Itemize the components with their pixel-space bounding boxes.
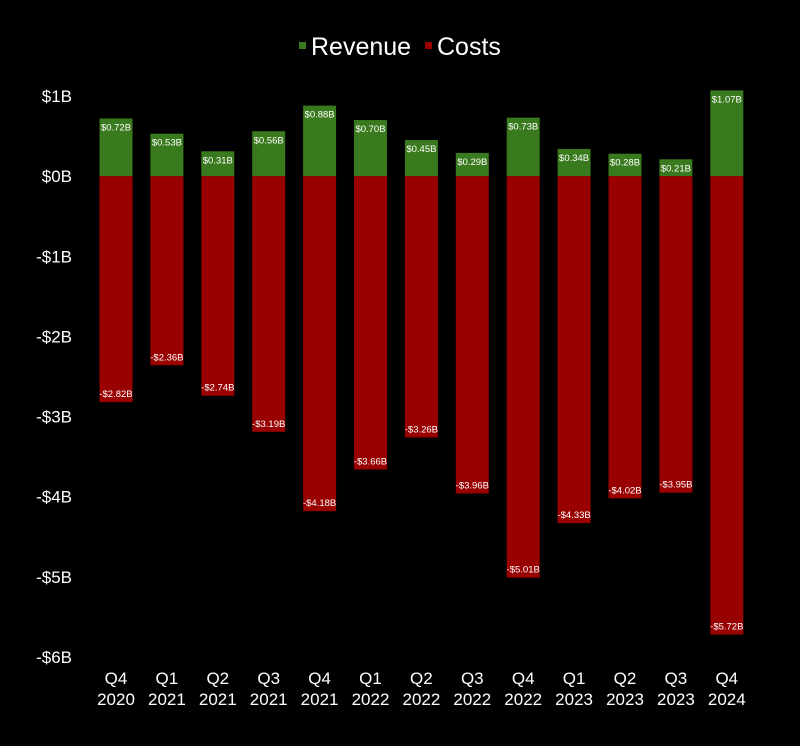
bar-revenue: [99, 118, 133, 177]
data-label-revenue: $0.21B: [661, 163, 691, 174]
data-label-revenue: $0.31B: [203, 155, 233, 166]
y-tick-label: -$2B: [36, 327, 72, 346]
x-tick-label-year: 2022: [402, 690, 440, 709]
y-tick-label: -$5B: [36, 568, 72, 587]
x-tick-label-year: 2023: [657, 690, 695, 709]
data-label-revenue: $0.88B: [305, 110, 335, 121]
legend-label-costs: Costs: [437, 33, 501, 61]
data-label-costs: -$2.36B: [150, 352, 183, 363]
x-tick-label-quarter: Q4: [512, 669, 535, 688]
x-tick-label-quarter: Q4: [715, 669, 738, 688]
x-tick-label-year: 2021: [250, 690, 288, 709]
bar-revenue: [201, 151, 235, 177]
data-label-costs: -$3.96B: [456, 481, 489, 492]
bar-revenue: [303, 105, 337, 177]
bar-costs: [608, 176, 642, 499]
data-label-costs: -$3.19B: [252, 419, 285, 430]
data-label-revenue: $1.07B: [712, 94, 742, 105]
data-label-costs: -$3.66B: [354, 456, 387, 467]
bar-revenue: [150, 133, 184, 177]
data-label-revenue: $0.70B: [355, 124, 385, 135]
x-tick-label-year: 2021: [148, 690, 186, 709]
data-label-revenue: $0.53B: [152, 138, 182, 149]
y-tick-label: -$1B: [36, 247, 72, 266]
bar-costs: [303, 176, 337, 512]
bar-costs: [99, 176, 133, 403]
bar-costs: [710, 176, 744, 635]
x-axis: Q4 2020 Q1 2021 Q2 2021 Q3 2021 Q4 2021 Q1 2022 Q2 20…: [97, 669, 746, 709]
bar-revenue: [506, 117, 540, 177]
bar-revenue: [710, 90, 744, 177]
bar-costs: [659, 176, 693, 493]
x-tick-label-quarter: Q1: [563, 669, 586, 688]
legend-label-revenue: Revenue: [311, 33, 411, 61]
x-tick-label-year: 2022: [504, 690, 542, 709]
bar-revenue: [252, 131, 286, 177]
x-tick-label-year: 2022: [453, 690, 491, 709]
x-tick-label-year: 2023: [555, 690, 593, 709]
x-tick-label-year: 2021: [301, 690, 339, 709]
y-tick-label: $1B: [42, 87, 72, 106]
x-tick-label-quarter: Q3: [665, 669, 688, 688]
bar-costs: [506, 176, 540, 578]
data-label-revenue: $0.56B: [254, 135, 284, 146]
x-tick-label-quarter: Q3: [461, 669, 484, 688]
x-tick-label-quarter: Q1: [359, 669, 382, 688]
x-tick-label-year: 2021: [199, 690, 237, 709]
x-tick-label-quarter: Q4: [105, 669, 128, 688]
bar-revenue: [354, 120, 387, 177]
x-tick-label-quarter: Q1: [156, 669, 179, 688]
x-tick-label-quarter: Q4: [308, 669, 331, 688]
x-tick-label-quarter: Q3: [257, 669, 280, 688]
bar-costs: [455, 176, 489, 494]
data-label-costs: -$3.26B: [405, 424, 438, 435]
bar-costs: [557, 176, 591, 524]
data-label-costs: -$3.95B: [659, 480, 692, 491]
legend-swatch-revenue: [299, 42, 306, 49]
x-tick-label-year: 2023: [606, 690, 644, 709]
data-label-revenue: $0.29B: [457, 157, 487, 168]
y-tick-label: -$4B: [36, 488, 72, 507]
bar-costs: [354, 176, 387, 470]
x-tick-label-quarter: Q2: [614, 669, 637, 688]
bar-costs: [252, 176, 286, 432]
bar-revenue: [557, 148, 591, 177]
bar-costs: [404, 176, 438, 438]
legend-swatch-costs: [425, 42, 432, 49]
bar-revenue: [455, 152, 489, 177]
bar-costs: [201, 176, 235, 396]
y-tick-label: -$6B: [36, 648, 72, 667]
x-tick-label-quarter: Q2: [206, 669, 229, 688]
data-label-costs: -$4.33B: [557, 510, 590, 521]
data-label-costs: -$2.82B: [99, 389, 132, 400]
x-tick-label-year: 2022: [352, 690, 390, 709]
bar-revenue: [404, 140, 438, 177]
data-label-costs: -$5.01B: [507, 565, 540, 576]
data-label-costs: -$5.72B: [710, 622, 743, 633]
x-tick-label-quarter: Q2: [410, 669, 433, 688]
data-label-revenue: $0.45B: [406, 144, 436, 155]
legend: Revenue Costs: [299, 33, 501, 61]
y-axis: $1B $0B -$1B -$2B -$3B -$4B -$5B -$6B: [36, 87, 72, 667]
data-label-costs: -$4.18B: [303, 498, 336, 509]
data-label-revenue: $0.72B: [101, 122, 131, 133]
data-label-revenue: $0.73B: [508, 122, 538, 133]
bar-revenue: [659, 159, 693, 177]
data-label-revenue: $0.28B: [610, 158, 640, 169]
y-tick-label: -$3B: [36, 408, 72, 427]
data-label-costs: -$4.02B: [608, 485, 641, 496]
x-tick-label-year: 2020: [97, 690, 135, 709]
x-tick-label-year: 2024: [708, 690, 746, 709]
data-label-costs: -$2.74B: [201, 383, 234, 394]
bars: $0.72B -$2.82B $0.53B -$2.36B $0.31B -$2.74B $…: [99, 90, 744, 635]
bar-revenue: [608, 153, 642, 177]
data-label-revenue: $0.34B: [559, 153, 589, 164]
y-tick-label: $0B: [42, 167, 72, 186]
bar-costs: [150, 176, 184, 366]
